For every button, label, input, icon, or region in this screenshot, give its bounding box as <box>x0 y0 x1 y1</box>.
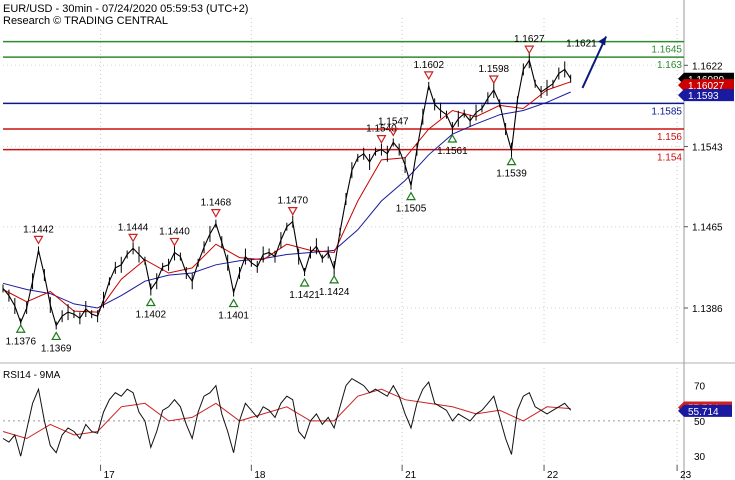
trough-marker <box>506 156 517 166</box>
level-label-resistance: 1.163 <box>657 60 682 71</box>
trough-marker <box>329 274 340 284</box>
peak-label: 1.1444 <box>118 222 149 233</box>
rsi-tick-label: 30 <box>694 452 706 463</box>
trough-label: 1.1424 <box>319 287 350 298</box>
trough-marker <box>299 277 310 287</box>
trough-marker <box>447 133 458 143</box>
peak-marker <box>423 71 434 81</box>
level-lines: 1.1645 1.163 1.1585 1.156 1.154 <box>3 40 684 164</box>
rsi-tick-label: 70 <box>694 382 706 393</box>
rsi-title: RSI14 - 9MA <box>3 370 61 381</box>
peak-label: 1.1440 <box>159 226 190 237</box>
right-axis: 1.16221.15431.14651.13861.160891.160271.… <box>678 61 734 315</box>
x-tick-label: 18 <box>254 470 266 480</box>
x-tick-label: 21 <box>405 470 417 480</box>
peak-marker <box>388 127 399 137</box>
price-tag <box>678 79 734 92</box>
peak-label: 1.1602 <box>413 60 444 71</box>
rsi-tick-label: 50 <box>694 417 706 428</box>
trough-label: 1.1369 <box>41 343 72 354</box>
peak-label: 1.1540 <box>366 124 397 135</box>
y-tick-label: 1.1622 <box>692 61 723 72</box>
peak-marker <box>287 207 298 216</box>
rsi-panel: 70503057.58455.714 <box>2 377 732 463</box>
y-tick-label: 1.1465 <box>692 223 723 234</box>
time-axis: 171821222324 <box>100 465 692 480</box>
trough-label: 1.1505 <box>396 204 427 215</box>
peak-marker <box>488 75 499 85</box>
price-tag-label: 1.1593 <box>688 91 719 102</box>
peak-marker <box>210 209 221 218</box>
trough-label: 1.1539 <box>496 169 527 180</box>
rsi-value-tag <box>678 404 732 417</box>
trough-marker <box>15 324 26 333</box>
peak-label: 1.1442 <box>23 224 54 235</box>
x-tick-label: 22 <box>547 470 559 480</box>
price-tag <box>678 89 734 102</box>
price-tag-label: 1.16027 <box>688 81 725 92</box>
x-tick-label: 17 <box>104 470 116 480</box>
peak-label: 1.1627 <box>514 34 545 45</box>
source-subtitle: Research © TRADING CENTRAL <box>3 15 168 27</box>
trough-marker <box>228 298 239 308</box>
peak-marker <box>169 237 180 247</box>
target-arrow: 1.1621 <box>566 36 608 89</box>
rsi-line <box>2 377 572 457</box>
trough-marker <box>51 331 62 341</box>
peak-marker <box>128 233 139 243</box>
price-series <box>2 52 572 330</box>
level-label-support: 1.154 <box>657 153 682 164</box>
rsi-value-tag-label: 55.714 <box>688 407 719 418</box>
trough-label: 1.1421 <box>289 290 320 301</box>
target-arrow-head <box>598 36 607 46</box>
peak-label: 1.1468 <box>201 198 232 209</box>
trough-label: 1.1376 <box>5 336 36 347</box>
y-tick-label: 1.1386 <box>692 304 723 315</box>
trough-marker <box>405 191 417 201</box>
x-tick-label: 23 <box>680 470 692 480</box>
peak-label: 1.1470 <box>277 196 308 207</box>
y-tick-label: 1.1543 <box>692 143 723 154</box>
symbol-title: EUR/USD - 30min - 07/24/2020 05:59:53 (U… <box>3 3 248 15</box>
trough-label: 1.1561 <box>437 146 468 157</box>
peak-label: 1.1547 <box>378 116 409 127</box>
peak-label: 1.1598 <box>478 64 509 75</box>
trough-label: 1.1402 <box>136 310 167 321</box>
target-arrow-shaft <box>581 36 608 89</box>
trough-marker <box>145 297 156 307</box>
target-label: 1.1621 <box>566 39 597 50</box>
level-label-support: 1.156 <box>657 132 682 143</box>
peak-marker <box>33 235 44 245</box>
peak-marker <box>376 135 387 144</box>
ma-slow-line <box>2 91 571 309</box>
level-label-resistance: 1.1645 <box>651 45 682 56</box>
level-label-pivot: 1.1585 <box>651 106 682 117</box>
peak-marker <box>524 45 535 55</box>
trough-label: 1.1401 <box>218 311 249 322</box>
